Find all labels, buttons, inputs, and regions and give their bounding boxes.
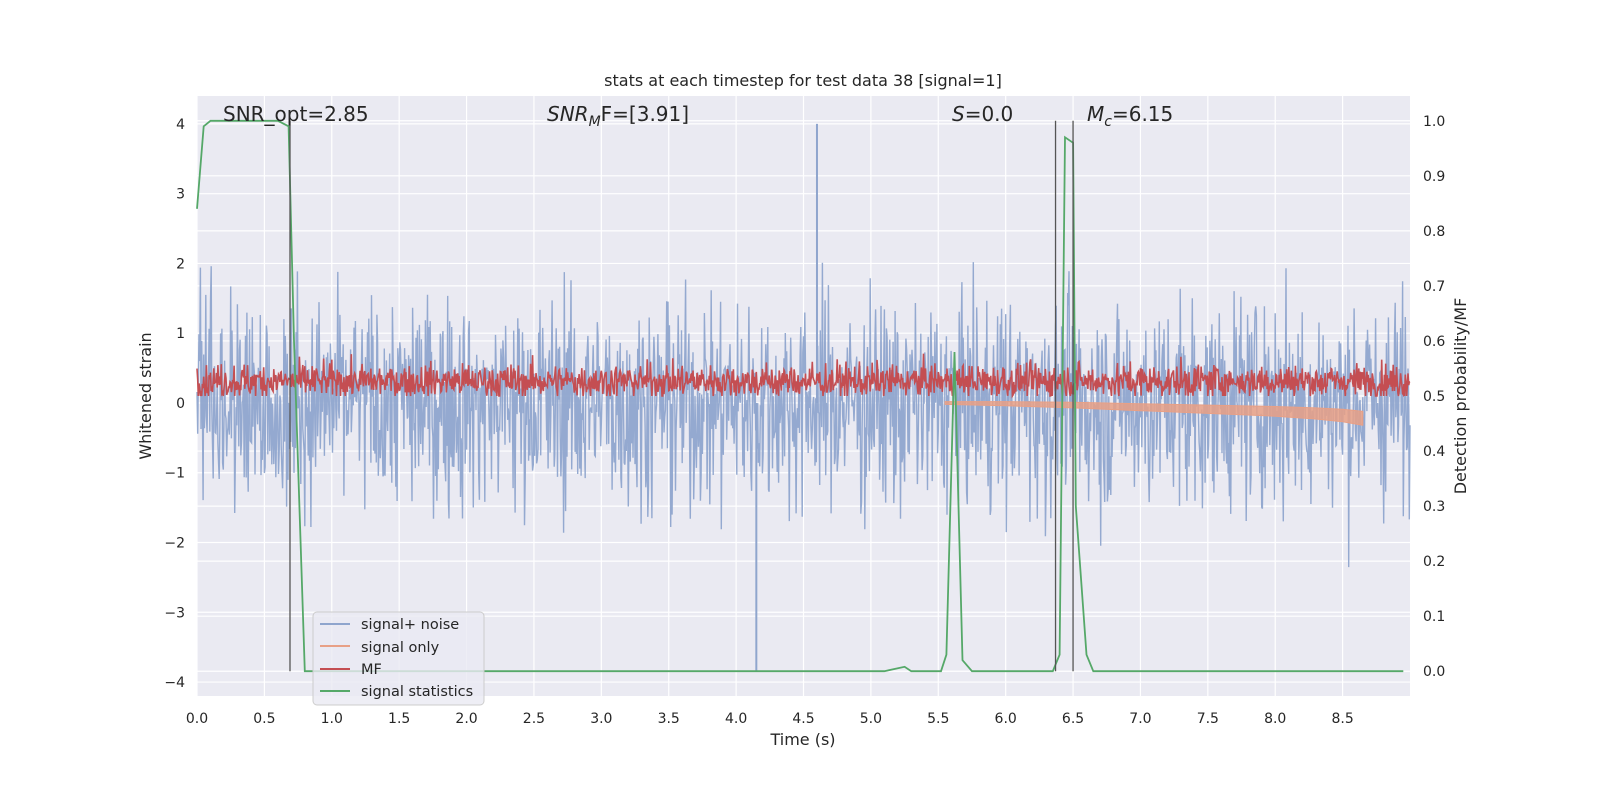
y-left-tick-label: −3 xyxy=(164,605,185,621)
y-left-tick-label: 1 xyxy=(176,326,185,342)
y-right-tick-label: 0.9 xyxy=(1423,169,1445,185)
y-left-tick-label: −2 xyxy=(164,536,185,552)
y-right-tick-label: 0.7 xyxy=(1423,279,1445,295)
legend-box xyxy=(312,611,485,706)
y-axis-right-label: Detection probability/MF xyxy=(1451,298,1470,495)
y-right-tick-label: 0.2 xyxy=(1423,554,1445,570)
y-left-tick-label: 3 xyxy=(176,187,185,203)
x-tick-label: 1.0 xyxy=(321,711,343,727)
y-right-tick-label: 0.8 xyxy=(1423,224,1445,240)
y-right-tick-label: 0.5 xyxy=(1423,389,1445,405)
x-tick-label: 7.0 xyxy=(1129,711,1151,727)
legend-label-mf: MF xyxy=(361,662,382,678)
legend-label-signal-statistics: signal statistics xyxy=(361,684,473,700)
legend-label-signal-noise: signal+ noise xyxy=(361,617,459,633)
y-left-tick-label: 4 xyxy=(176,117,185,133)
y-left-tick-label: −1 xyxy=(164,466,185,482)
annotation-mc: Mc=6.15 xyxy=(1087,102,1173,130)
y-right-tick-label: 0.0 xyxy=(1423,664,1445,680)
x-tick-label: 4.0 xyxy=(725,711,747,727)
y-right-tick-label: 0.1 xyxy=(1423,609,1445,625)
chart-title: stats at each timestep for test data 38 … xyxy=(604,71,1002,90)
x-tick-label: 2.5 xyxy=(523,711,545,727)
x-tick-label: 3.5 xyxy=(658,711,680,727)
x-tick-label: 7.5 xyxy=(1197,711,1219,727)
line-mf xyxy=(196,353,1411,399)
x-tick-label: 6.5 xyxy=(1062,711,1084,727)
x-tick-label: 5.5 xyxy=(927,711,949,727)
x-tick-label: 0.5 xyxy=(253,711,275,727)
x-axis-ticks: 0.0 0.5 1.0 1.5 2.0 2.5 3.0 3.5 4.0 4.5 5.0 5.5 6.0 6… xyxy=(186,711,1354,727)
y-left-tick-label: 2 xyxy=(176,256,185,272)
y-right-tick-label: 0.3 xyxy=(1423,499,1445,515)
x-tick-label: 4.5 xyxy=(792,711,814,727)
x-tick-label: 8.5 xyxy=(1331,711,1353,727)
y-left-tick-label: 0 xyxy=(176,396,185,412)
vertical-markers xyxy=(289,120,1074,672)
annotation-snr-mf: SNRMF=[3.91] xyxy=(547,102,689,130)
x-tick-label: 6.0 xyxy=(995,711,1017,727)
y-axis-left-label: Whitened strain xyxy=(136,332,155,459)
grid xyxy=(196,96,1410,696)
x-axis-label: Time (s) xyxy=(769,730,835,749)
y-axis-right-ticks: 1.0 0.9 0.8 0.7 0.6 0.5 0.4 0.3 0.2 0.1 0.0 xyxy=(1423,114,1445,680)
series-mf xyxy=(196,353,1411,399)
annotation-s: S=0.0 xyxy=(952,102,1013,126)
x-tick-label: 2.0 xyxy=(455,711,477,727)
x-tick-label: 1.5 xyxy=(388,711,410,727)
y-right-tick-label: 0.4 xyxy=(1423,444,1445,460)
y-axis-left-ticks: 4 3 2 1 0 −1 −2 −3 −4 xyxy=(164,117,185,691)
y-right-tick-label: 0.6 xyxy=(1423,334,1445,350)
legend-label-signal-only: signal only xyxy=(361,640,440,656)
y-left-tick-label: −4 xyxy=(164,675,185,691)
x-tick-label: 8.0 xyxy=(1264,711,1286,727)
legend: signal+ noise signal only MF signal stat… xyxy=(312,611,485,706)
annotation-snr-opt: SNR_opt=2.85 xyxy=(223,102,369,126)
y-right-tick-label: 1.0 xyxy=(1423,114,1445,130)
x-tick-label: 0.0 xyxy=(186,711,208,727)
x-tick-label: 3.0 xyxy=(590,711,612,727)
x-tick-label: 5.0 xyxy=(860,711,882,727)
